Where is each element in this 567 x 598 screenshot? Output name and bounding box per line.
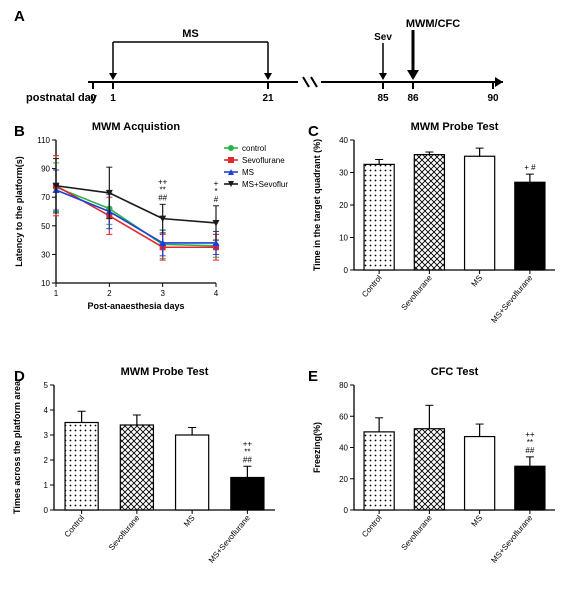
svg-text:3: 3 <box>44 431 49 440</box>
svg-text:50: 50 <box>41 222 50 231</box>
svg-text:20: 20 <box>339 475 348 484</box>
svg-text:10: 10 <box>339 234 348 243</box>
svg-text:+ #: + # <box>524 163 536 172</box>
svg-text:0: 0 <box>44 506 49 515</box>
svg-text:Control: Control <box>63 513 87 539</box>
svg-text:5: 5 <box>44 381 49 390</box>
svg-text:Control: Control <box>360 513 384 539</box>
svg-text:40: 40 <box>339 136 348 145</box>
svg-text:Freezing(%): Freezing(%) <box>312 422 322 473</box>
svg-text:MWM Probe Test: MWM Probe Test <box>411 121 499 133</box>
svg-text:MS+Sevoflurane: MS+Sevoflurane <box>489 273 534 325</box>
svg-text:##: ## <box>243 455 252 464</box>
svg-text:Sevoflurane: Sevoflurane <box>242 156 285 165</box>
svg-text:21: 21 <box>262 93 274 104</box>
svg-text:CFC Test: CFC Test <box>431 366 479 378</box>
svg-text:MWM Probe Test: MWM Probe Test <box>121 366 209 378</box>
svg-text:MWM Acquistion: MWM Acquistion <box>92 121 180 133</box>
svg-text:Times across the platform area: Times across the platform area <box>12 380 22 514</box>
svg-text:30: 30 <box>41 250 50 259</box>
panelC-chart: MWM Probe Test 0 10 20 30 40 Time in the targe… <box>308 118 563 348</box>
svg-text:0: 0 <box>344 266 349 275</box>
panelD-chart: MWM Probe Test 0 1 2 3 4 5 Times across the pla… <box>8 363 283 588</box>
svg-text:80: 80 <box>339 381 348 390</box>
svg-text:MS+Sevoflurane: MS+Sevoflurane <box>242 180 288 189</box>
svg-text:control: control <box>242 144 266 153</box>
figure-root: A 0121858690postnatal dayMSSevMWM/CFC B … <box>8 8 559 590</box>
svg-text:MS: MS <box>182 28 199 40</box>
svg-text:MS: MS <box>470 274 485 289</box>
svg-text:60: 60 <box>339 412 348 421</box>
svg-text:1: 1 <box>54 289 59 298</box>
svg-text:4: 4 <box>214 289 219 298</box>
svg-text:MS: MS <box>242 168 254 177</box>
svg-text:MWM/CFC: MWM/CFC <box>406 18 460 30</box>
svg-text:2: 2 <box>44 456 49 465</box>
svg-text:MS: MS <box>182 514 197 529</box>
svg-text:3: 3 <box>160 289 165 298</box>
svg-text:Sevoflurane: Sevoflurane <box>107 513 142 552</box>
svg-text:85: 85 <box>377 93 389 104</box>
svg-text:1: 1 <box>44 481 49 490</box>
panelB-chart: MWM Acquistion 10 30 50 70 90 110 1 2 3 4 Post-anae… <box>8 118 288 313</box>
svg-text:Sevoflurane: Sevoflurane <box>400 513 435 552</box>
svg-text:70: 70 <box>41 193 50 202</box>
svg-text:10: 10 <box>41 279 50 288</box>
panelE-chart: CFC Test 0 20 40 60 80 Freezing(%) Control Sevof… <box>308 363 563 588</box>
svg-text:MS+Sevoflurane: MS+Sevoflurane <box>207 513 252 565</box>
svg-text:110: 110 <box>37 136 50 145</box>
svg-text:#: # <box>214 195 219 204</box>
svg-text:30: 30 <box>339 169 348 178</box>
svg-text:86: 86 <box>407 93 419 104</box>
svg-text:90: 90 <box>487 93 499 104</box>
svg-text:0: 0 <box>344 506 349 515</box>
svg-text:2: 2 <box>107 289 112 298</box>
svg-text:Latency to the platform(s): Latency to the platform(s) <box>14 156 24 267</box>
svg-text:90: 90 <box>41 165 50 174</box>
svg-text:##: ## <box>158 193 167 202</box>
svg-text:40: 40 <box>339 444 348 453</box>
svg-text:Time in the target quadrant (%: Time in the target quadrant (%) <box>312 139 322 271</box>
svg-text:MS+Sevoflurane: MS+Sevoflurane <box>489 513 534 565</box>
panelA-timeline: 0121858690postnatal dayMSSevMWM/CFC <box>18 12 558 107</box>
svg-text:20: 20 <box>339 201 348 210</box>
svg-text:Sevoflurane: Sevoflurane <box>400 273 435 312</box>
svg-text:4: 4 <box>44 406 49 415</box>
svg-text:postnatal day: postnatal day <box>26 92 98 104</box>
svg-text:Post-anaesthesia days: Post-anaesthesia days <box>87 301 184 311</box>
svg-text:Sev: Sev <box>374 32 392 43</box>
svg-text:1: 1 <box>110 93 116 104</box>
svg-text:##: ## <box>525 446 534 455</box>
svg-text:MS: MS <box>470 514 485 529</box>
svg-text:Control: Control <box>360 273 384 299</box>
